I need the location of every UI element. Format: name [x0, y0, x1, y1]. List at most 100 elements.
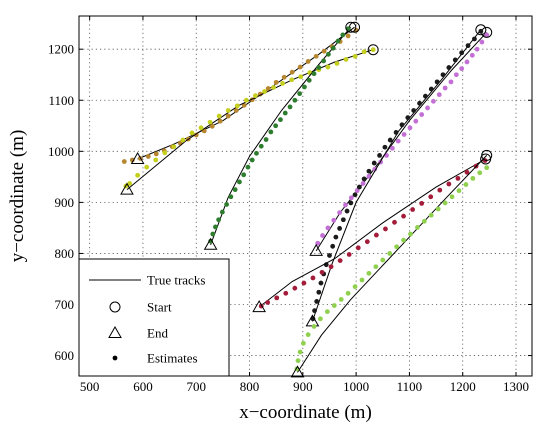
x-tick-label: 600 — [133, 379, 153, 394]
estimate-point — [327, 253, 332, 258]
estimate-point — [410, 207, 416, 212]
legend-box — [78, 258, 230, 377]
estimate-point — [425, 105, 430, 111]
estimate-point — [271, 85, 276, 90]
estimate-point — [281, 74, 287, 80]
estimate-point — [382, 144, 388, 150]
estimate-point — [273, 123, 279, 129]
estimate-point — [228, 194, 234, 200]
estimate-point — [225, 108, 231, 113]
legend-start-icon — [109, 301, 121, 313]
estimate-point — [465, 43, 471, 49]
x-tick-label: 900 — [293, 379, 313, 394]
estimate-point — [383, 226, 388, 232]
estimate-point — [393, 130, 399, 135]
estimate-point — [216, 113, 222, 119]
estimate-point — [345, 290, 351, 296]
estimate-point — [337, 210, 343, 215]
y-tick-label: 900 — [55, 195, 75, 210]
estimate-point — [477, 170, 483, 176]
estimate-point — [459, 66, 465, 71]
y-tick-label: 1200 — [48, 42, 74, 57]
y-axis-label: y−coordinate (m) — [7, 130, 28, 263]
estimate-point — [262, 89, 267, 94]
estimate-point — [345, 33, 351, 39]
estimate-point — [453, 72, 459, 78]
true-track-line — [258, 158, 486, 308]
estimate-point — [419, 112, 425, 117]
estimate-point — [324, 309, 330, 315]
y-tick-label: 600 — [55, 348, 75, 363]
x-axis-label: x−coordinate (m) — [239, 402, 372, 423]
estimate-point — [245, 164, 251, 170]
estimate-point — [297, 64, 303, 70]
estimate-point — [283, 290, 289, 296]
x-tick-label: 1200 — [450, 379, 476, 394]
estimate-point — [232, 187, 238, 193]
estimate-point — [314, 299, 320, 304]
estimate-point — [325, 225, 331, 231]
estimate-point — [401, 213, 406, 219]
estimate-point — [219, 209, 225, 215]
estimate-point — [352, 53, 358, 59]
estimate-point — [360, 181, 366, 186]
estimate-point — [171, 144, 177, 150]
y-tick-label: 700 — [55, 297, 75, 312]
estimate-point — [189, 130, 195, 136]
estimate-point — [217, 118, 223, 124]
estimate-point — [328, 264, 334, 270]
x-tick-label: 1000 — [343, 379, 369, 394]
estimate-point — [316, 289, 322, 295]
estimate-point — [348, 195, 354, 201]
estimate-point — [321, 48, 327, 54]
estimate-point — [408, 231, 413, 237]
estimate-point — [301, 280, 307, 286]
start-marker — [481, 149, 493, 161]
estimate-point — [442, 200, 448, 206]
estimate-point — [310, 275, 316, 281]
estimate-point — [340, 217, 346, 223]
estimate-point — [464, 59, 470, 65]
estimate-point — [340, 32, 346, 38]
estimate-point — [394, 244, 400, 250]
legend: True tracks Start End Estimates — [78, 258, 230, 377]
estimate-point — [436, 92, 442, 98]
estimate-point — [401, 132, 407, 137]
estimate-point — [474, 46, 480, 52]
end-marker — [130, 151, 145, 164]
x-tick-label: 500 — [80, 379, 100, 394]
estimate-point — [234, 103, 240, 109]
estimate-point — [370, 47, 376, 53]
axis-ticks: 500 600 700 800 900 1000 1100 1200 1300 600 700 800… — [48, 16, 532, 394]
legend-label-est: Estimates — [147, 351, 198, 366]
estimate-point — [318, 316, 323, 322]
estimate-point — [392, 219, 397, 225]
estimate-point — [442, 85, 448, 91]
end-marker — [252, 300, 266, 313]
estimate-point — [366, 168, 372, 174]
estimate-point — [470, 175, 476, 181]
y-tick-label: 1100 — [48, 93, 74, 108]
estimate-point — [265, 86, 271, 91]
estimate-point — [459, 50, 465, 56]
estimate-point — [366, 270, 372, 276]
estimate-point — [428, 86, 434, 92]
estimate-point — [280, 81, 285, 86]
estimate-point — [331, 217, 337, 223]
estimate-point — [401, 237, 406, 243]
legend-label-end: End — [147, 326, 168, 341]
estimate-point — [297, 91, 303, 97]
estimate-point — [415, 225, 420, 230]
estimate-point — [295, 358, 301, 364]
true-track-line — [315, 31, 488, 252]
estimate-point — [448, 79, 454, 85]
estimate-point — [413, 118, 419, 124]
estimate-point — [405, 115, 411, 121]
y-tick-label: 800 — [55, 246, 75, 261]
estimate-point — [315, 240, 321, 246]
estimate-point — [302, 84, 307, 90]
x-tick-label: 1100 — [397, 379, 423, 394]
x-tick-label: 800 — [240, 379, 260, 394]
estimate-point — [298, 74, 304, 80]
